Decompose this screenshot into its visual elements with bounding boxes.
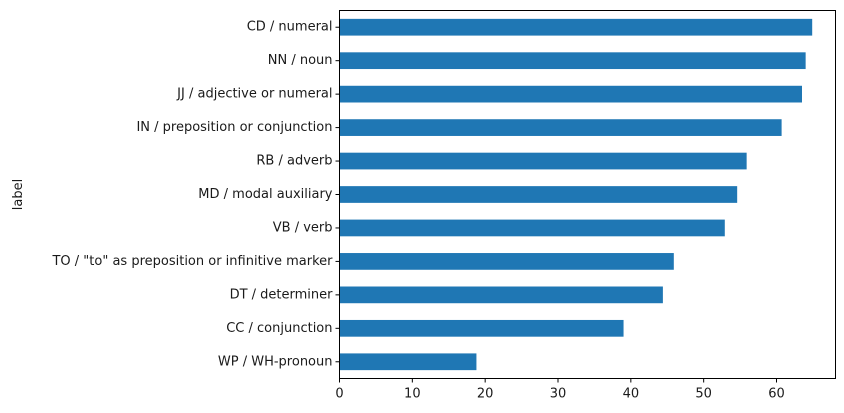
y-axis-label: label [11,179,26,210]
x-tick-label: 40 [623,387,640,402]
y-ticks-group: CD / numeral NN / noun JJ / adjective or n… [51,20,340,369]
x-tick-label: 20 [477,387,494,402]
bar [339,52,806,70]
y-tick-label: IN / preposition or conjunction [136,120,332,135]
bar [339,18,813,36]
y-tick-label: MD / modal auxiliary [198,187,332,202]
bar [339,319,624,337]
bar [339,219,725,237]
y-tick-label: TO / "to" as preposition or infinitive m… [51,254,333,269]
y-tick-label: JJ / adjective or numeral [176,87,332,102]
bar [339,152,747,170]
x-tick-label: 50 [695,387,712,402]
y-tick-label: WP / WH-pronoun [218,354,333,369]
x-tick-label: 30 [550,387,567,402]
x-ticks-group: 0 10 20 30 40 50 60 [335,378,785,402]
y-tick-label: VB / verb [273,220,333,235]
bar [339,119,782,136]
bar [339,286,663,304]
plot-frame [339,10,836,379]
y-tick-label: RB / adverb [256,154,332,169]
bar [339,353,477,371]
y-tick-label: CD / numeral [247,20,333,35]
bar [339,253,674,270]
y-tick-label: NN / noun [268,53,333,68]
bars-group [339,18,813,371]
y-tick-label: DT / determiner [230,287,334,302]
x-tick-label: 10 [404,387,421,402]
x-tick-label: 0 [335,387,343,402]
x-tick-label: 60 [768,387,785,402]
y-tick-label: CC / conjunction [226,321,332,336]
bar [339,186,738,203]
bar [339,85,802,103]
